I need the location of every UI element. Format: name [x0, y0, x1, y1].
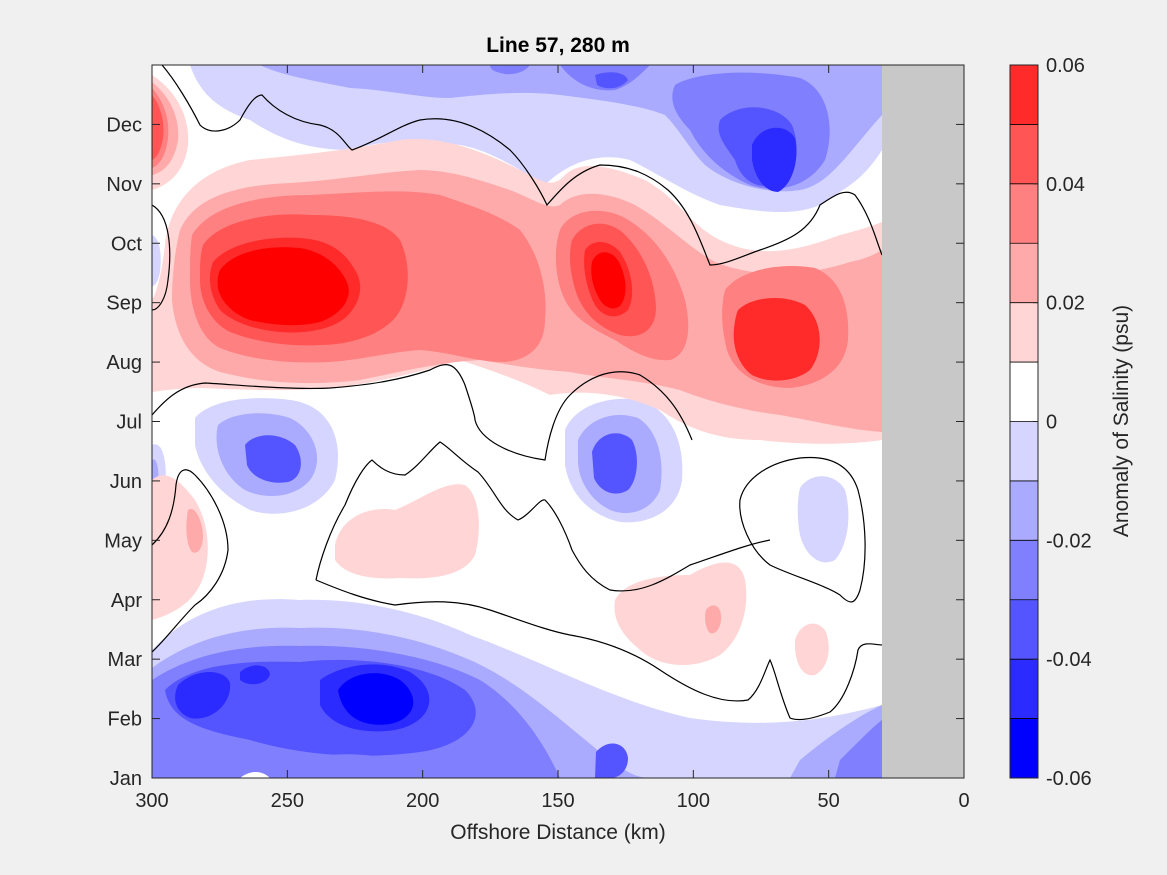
colorbar-tick-label: -0.06 [1046, 768, 1092, 790]
contour-region [217, 247, 349, 326]
colorbar-tick-label: 0.02 [1046, 293, 1085, 315]
contour-region [300, 754, 410, 778]
y-tick-label: Jul [116, 412, 142, 434]
colorbar-tick-label: 0 [1046, 412, 1057, 434]
contour-region [186, 509, 203, 553]
colorbar-tick-label: 0.04 [1046, 174, 1085, 196]
contour-region [614, 562, 747, 666]
colorbar-band [1010, 480, 1038, 541]
colorbar [1009, 64, 1039, 779]
contour-region [338, 673, 414, 725]
x-tick-label: 150 [541, 790, 574, 812]
y-tick-label: Apr [111, 590, 142, 612]
colorbar-tick-label: -0.04 [1046, 649, 1092, 671]
contour-region [797, 476, 849, 563]
contour-region [240, 665, 270, 685]
x-tick-label: 50 [818, 790, 840, 812]
contour-region [595, 743, 628, 778]
y-tick-label: Dec [106, 114, 142, 136]
contour-region [595, 72, 628, 89]
colorbar-tick-labels: 0.06 0.04 0.02 0 -0.02 -0.04 -0.06 [1046, 55, 1092, 790]
colorbar-band [1010, 421, 1038, 481]
contour-region [752, 127, 797, 192]
contour-region [245, 435, 301, 483]
colorbar-tick-label: 0.06 [1046, 55, 1085, 77]
y-tick-label: Aug [106, 352, 142, 374]
contour-field [152, 65, 882, 778]
y-tick-label: Jun [110, 471, 142, 493]
no-data-region [882, 65, 964, 778]
x-tick-label: 250 [271, 790, 304, 812]
contour-region [335, 484, 479, 579]
contour-region [240, 772, 270, 778]
zero-contour-lines [152, 65, 882, 721]
colorbar-band [1010, 243, 1038, 303]
x-tick-label: 200 [406, 790, 439, 812]
colorbar-tick-label: -0.02 [1046, 530, 1092, 552]
colorbar-band [1010, 540, 1038, 600]
y-tick-label: Sep [106, 293, 142, 315]
contour-region [152, 763, 190, 778]
colorbar-band [1010, 124, 1038, 184]
y-tick-label: Feb [108, 709, 142, 731]
colorbar-band [1010, 659, 1038, 719]
colorbar-band [1010, 362, 1038, 422]
colorbar-band [1010, 599, 1038, 660]
y-tick-label: May [104, 530, 142, 552]
colorbar-band [1010, 302, 1038, 363]
contour-region [835, 720, 882, 778]
contour-region [175, 671, 231, 719]
contour-region [152, 95, 164, 160]
colorbar-band [1010, 65, 1038, 125]
colorbar-band [1010, 183, 1038, 244]
colorbar-band [1010, 718, 1038, 778]
y-tick-label: Mar [108, 649, 143, 671]
y-tick-labels: Jan Feb Mar Apr May Jun Jul Aug Sep Oct Nov Dec [104, 114, 142, 790]
y-tick-label: Nov [106, 174, 142, 196]
contour-region [490, 65, 530, 75]
x-tick-label: 100 [677, 790, 710, 812]
y-tick-label: Jan [110, 768, 142, 790]
y-tick-label: Oct [111, 233, 143, 255]
x-axis-label: Offshore Distance (km) [450, 821, 666, 844]
contour-region [794, 623, 829, 676]
contour-region [733, 297, 820, 381]
contour-region [592, 433, 637, 494]
contour-region [591, 252, 626, 309]
axis-ticks [151, 65, 965, 779]
x-tick-label: 300 [135, 790, 168, 812]
x-tick-labels: 300 250 200 150 100 50 0 [135, 790, 969, 812]
chart-title: Line 57, 280 m [486, 34, 630, 57]
x-tick-label: 0 [958, 790, 969, 812]
contour-region [152, 235, 161, 286]
colorbar-label: Anomaly of Salinity (psu) [1110, 305, 1133, 537]
contour-region [705, 605, 722, 634]
